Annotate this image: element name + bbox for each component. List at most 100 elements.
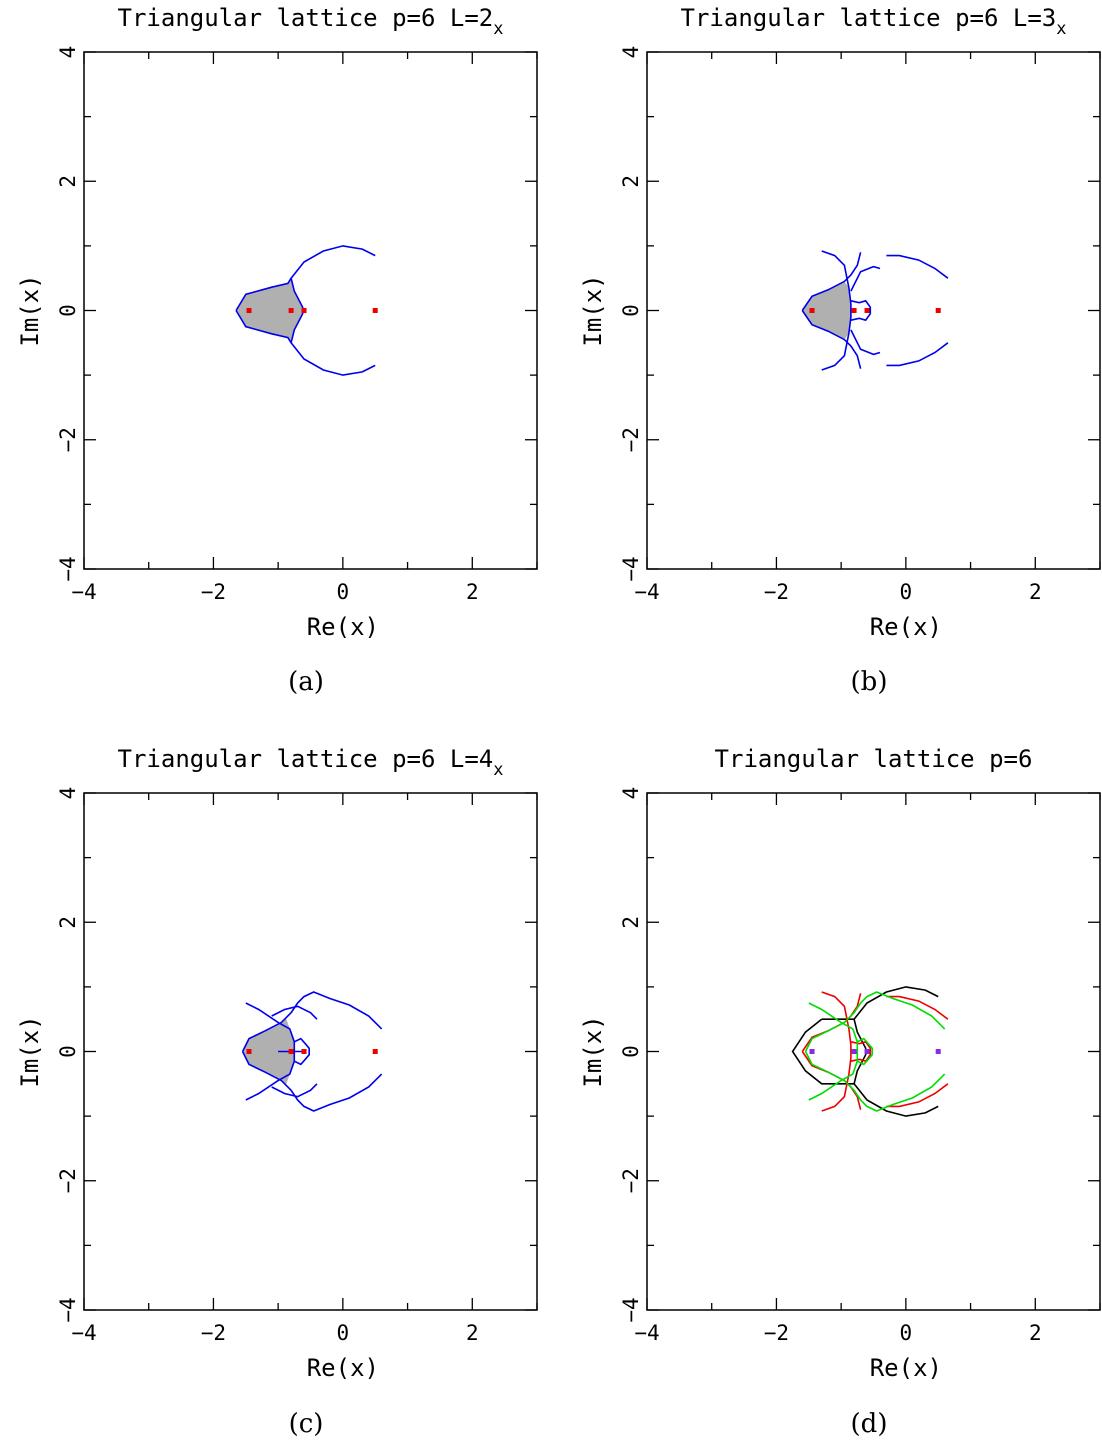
blue-curve (271, 1083, 318, 1098)
blue-curve (241, 991, 383, 1052)
data-point (246, 308, 252, 313)
panel-a: Triangular lattice p=6 L=2x −4 −2 0 2 −4 −2 0 2 4… (16, 4, 538, 697)
x-tick-label: 0 (900, 1321, 913, 1345)
data-point (935, 308, 941, 313)
x-tick-label: 2 (1029, 1321, 1042, 1345)
panel-caption: (b) (851, 667, 888, 697)
x-axis-label: Re(x) (870, 1354, 942, 1382)
blue-curve (235, 277, 292, 311)
blue-curve (850, 329, 881, 356)
x-tick-label: −2 (201, 1321, 226, 1345)
y-axis-label: Im(x) (579, 274, 607, 346)
data-point (809, 308, 815, 313)
x-tick-label: −4 (634, 580, 659, 604)
x-axis-label: Re(x) (307, 1354, 379, 1382)
y-tick-label: −4 (619, 1297, 643, 1322)
blue-curve (271, 1005, 318, 1020)
y-tick-label: −2 (619, 427, 643, 452)
y-tick-label: 2 (619, 175, 643, 188)
data-point (864, 308, 870, 313)
data-point (935, 1049, 941, 1054)
data-point (372, 308, 378, 313)
x-tick-label: 2 (1029, 580, 1042, 604)
blue-curve (801, 310, 862, 369)
y-tick-label: 4 (56, 46, 80, 59)
y-tick-label: −2 (619, 1168, 643, 1193)
y-axis-label: Im(x) (16, 274, 44, 346)
data-point (851, 1049, 857, 1054)
x-tick-label: −2 (764, 1321, 789, 1345)
x-tick-label: 0 (337, 1321, 350, 1345)
y-tick-label: 0 (619, 1045, 643, 1058)
y-tick-label: 2 (56, 916, 80, 929)
data-point (809, 1049, 815, 1054)
data-point (864, 1049, 870, 1054)
panel-c: Triangular lattice p=6 L=4x −4 −2 0 2 −4 −2 0 2 4… (16, 745, 538, 1439)
y-tick-label: −4 (56, 556, 80, 581)
green-curve (804, 1051, 946, 1112)
y-tick-label: 0 (619, 304, 643, 317)
blue-curve (886, 342, 949, 367)
chart-title: Triangular lattice p=6 L=4x (118, 745, 504, 780)
x-tick-label: 0 (337, 580, 350, 604)
blue-curve (850, 265, 881, 292)
red-curve (886, 995, 949, 1020)
y-tick-label: −4 (619, 556, 643, 581)
shaded-region (236, 278, 303, 343)
y-tick-label: −4 (56, 1297, 80, 1322)
plot-frame (646, 51, 1101, 570)
x-tick-label: 2 (466, 1321, 479, 1345)
y-axis-label: Im(x) (579, 1015, 607, 1087)
blue-curve (801, 252, 862, 311)
x-tick-label: 2 (466, 580, 479, 604)
panel-caption: (c) (289, 1409, 324, 1439)
data-point (851, 308, 857, 313)
blue-curve (850, 299, 872, 322)
y-tick-label: 0 (56, 304, 80, 317)
red-curve (850, 1040, 872, 1063)
green-curve (856, 1037, 873, 1066)
x-tick-label: −4 (634, 1321, 659, 1345)
x-tick-label: −4 (71, 580, 96, 604)
x-tick-label: −2 (764, 580, 789, 604)
y-tick-label: 2 (619, 916, 643, 929)
y-tick-label: 0 (56, 1045, 80, 1058)
data-point (246, 1049, 252, 1054)
data-point (288, 1049, 294, 1054)
y-tick-label: −2 (56, 427, 80, 452)
y-tick-label: 2 (56, 175, 80, 188)
blue-curve (290, 245, 376, 279)
panel-caption: (a) (288, 667, 324, 697)
x-axis-label: Re(x) (870, 613, 942, 641)
x-tick-label: −2 (201, 580, 226, 604)
x-tick-label: −4 (71, 1321, 96, 1345)
blue-curve (886, 254, 949, 279)
y-axis-label: Im(x) (16, 1015, 44, 1087)
blue-curve (821, 250, 852, 371)
panel-caption: (d) (851, 1409, 888, 1439)
data-point (372, 1049, 378, 1054)
panel-b: Triangular lattice p=6 L=3x −4 −2 0 2 −4 −2 0 2 4… (579, 4, 1101, 697)
y-tick-label: 4 (619, 787, 643, 800)
blue-curve (290, 342, 376, 376)
blue-curve (293, 1037, 310, 1066)
shaded-region (242, 1017, 295, 1086)
green-curve (808, 1002, 859, 1101)
data-point (301, 308, 307, 313)
y-tick-label: 4 (619, 46, 643, 59)
chart-title: Triangular lattice p=6 L=3x (681, 4, 1067, 39)
x-axis-label: Re(x) (307, 613, 379, 641)
plot-frame (83, 51, 538, 570)
red-curve (821, 991, 852, 1112)
green-curve (804, 991, 946, 1052)
x-tick-label: 0 (900, 580, 913, 604)
chart-title: Triangular lattice p=6 L=2x (118, 4, 504, 39)
y-tick-label: 4 (56, 787, 80, 800)
y-tick-label: −2 (56, 1168, 80, 1193)
plot-frame (83, 792, 538, 1311)
data-point (288, 308, 294, 313)
black-curve (853, 1083, 939, 1117)
blue-curve (241, 1051, 383, 1112)
black-curve (791, 1018, 855, 1085)
